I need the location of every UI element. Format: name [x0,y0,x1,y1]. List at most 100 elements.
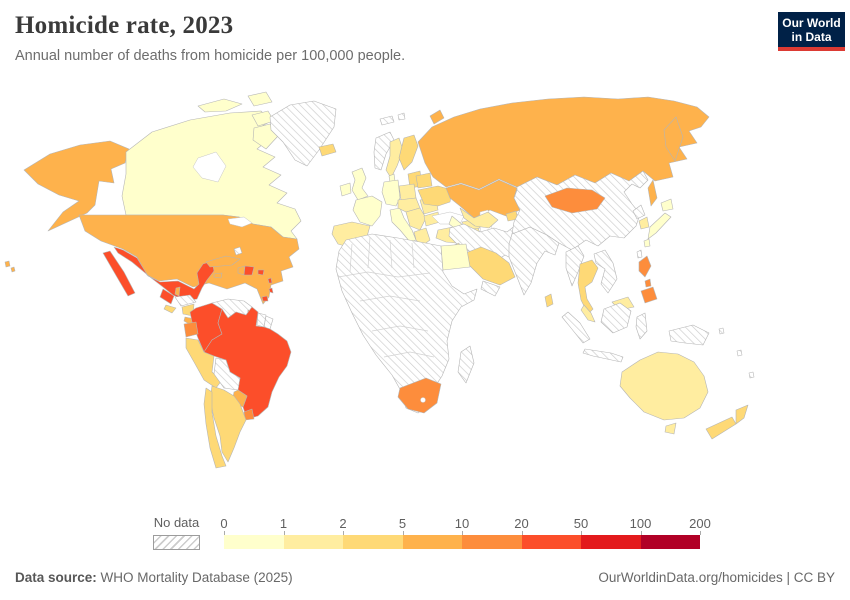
country-tasmania[interactable] [664,422,677,435]
country-guatemala[interactable] [159,288,175,305]
country-myanmar[interactable] [565,245,585,287]
country-baja[interactable] [102,250,136,297]
country-brazil[interactable] [203,306,292,420]
legend-tick-label-1: 1 [279,516,288,531]
country-french-guiana[interactable] [263,315,274,330]
country-argentina[interactable] [209,385,247,463]
legend-tick-mark [224,531,225,535]
country-lesser-antilles[interactable] [261,277,274,302]
country-puerto-rico[interactable] [257,269,265,276]
country-uzbekistan[interactable] [459,207,499,229]
country-south-africa[interactable] [397,377,442,414]
country-mongolia[interactable] [544,187,606,214]
country-lesotho[interactable] [420,397,426,403]
hudson-bay [192,151,227,183]
legend-bin-100-200[interactable] [640,535,700,549]
country-yemen[interactable] [480,280,501,297]
country-jamaica[interactable] [213,272,223,279]
country-france[interactable] [352,195,383,227]
country-pacific-islands[interactable] [718,327,755,379]
no-data-swatch[interactable] [153,535,200,550]
legend-tick-label-50: 50 [573,516,589,531]
africa [335,233,478,414]
country-sakhalin[interactable] [647,179,658,207]
country-philippines[interactable] [638,255,658,304]
country-poland[interactable] [398,183,417,201]
country-arctic-island-1[interactable] [197,98,243,113]
country-south-korea[interactable] [638,216,650,230]
legend-tick-label-100: 100 [629,516,652,531]
legend-tick-label-200: 200 [689,516,711,531]
country-balkans[interactable] [405,207,427,231]
legend-bin-0-1[interactable] [224,535,284,549]
country-el-salvador[interactable] [163,304,177,314]
country-madagascar[interactable] [457,345,475,384]
country-north-korea[interactable] [632,204,646,220]
country-belize[interactable] [174,286,181,297]
no-data-label: No data [153,515,200,530]
country-cuba[interactable] [205,255,241,268]
owid-logo-line2: in Data [791,30,832,44]
country-honduras[interactable] [174,294,197,307]
country-egypt[interactable] [440,243,471,271]
country-bahamas[interactable] [233,246,243,256]
legend-tick-label-20: 20 [514,516,529,531]
country-alaska[interactable] [23,140,130,232]
chart-footer: Data source: WHO Mortality Database (202… [15,570,835,585]
great-lakes [227,216,253,228]
country-hawaii[interactable] [4,260,16,273]
legend-tick-mark [581,531,582,535]
country-norway[interactable] [373,131,395,171]
north-america [4,91,406,332]
country-thailand[interactable] [577,259,599,315]
legend-bin-5-10[interactable] [402,535,462,549]
country-indonesia[interactable] [561,302,648,363]
country-chile[interactable] [203,387,227,469]
country-novaya-zemlya[interactable] [429,109,445,125]
legend-bin-20-50[interactable] [521,535,581,549]
owid-logo[interactable]: Our World in Data [778,12,845,51]
legend-tick-label-2: 2 [339,516,347,531]
country-taiwan[interactable] [636,249,643,259]
country-ireland[interactable] [339,182,352,197]
legend-bin-1-2[interactable] [283,535,343,549]
legend-colorbar [224,535,700,549]
country-kamchatka[interactable] [663,116,684,162]
country-svalbard[interactable] [379,112,406,126]
country-sweden[interactable] [385,137,404,179]
country-indochina[interactable] [593,249,618,294]
country-belarus[interactable] [415,172,433,189]
country-japan[interactable] [643,198,674,248]
asia [417,96,755,379]
country-sri-lanka[interactable] [544,293,554,308]
map-legend: No data 0 1 2 5 10 20 50 100 200 [0,514,850,554]
legend-tick-label-5: 5 [398,516,407,531]
country-bolivia[interactable] [213,357,241,391]
owid-logo-accent-bar [778,47,845,51]
data-source-text: WHO Mortality Database (2025) [96,570,293,585]
country-arctic-island-2[interactable] [247,91,273,107]
legend-bin-10-20[interactable] [462,535,522,549]
country-dominican-republic[interactable] [243,265,255,276]
country-germany[interactable] [381,179,401,207]
country-ukraine[interactable] [417,185,453,207]
oceania [619,351,749,440]
country-finland[interactable] [398,134,419,171]
legend-tick-mark [402,531,404,535]
country-saudi-arabia[interactable] [462,246,516,286]
country-new-zealand[interactable] [705,404,749,440]
legend-bin-2-5[interactable] [343,535,403,549]
legend-tick-mark [521,531,523,535]
country-russia[interactable] [417,96,710,190]
country-uk[interactable] [351,167,369,201]
country-australia[interactable] [619,351,709,421]
country-greenland[interactable] [269,100,337,167]
owid-logo-line1: Our World [782,16,841,30]
country-ecuador[interactable] [183,321,199,338]
legend-bin-50-100[interactable] [581,535,641,549]
footer-link[interactable]: OurWorldinData.org/homicides | CC BY [598,570,835,585]
country-new-guinea[interactable] [668,324,710,346]
south-america [183,298,292,469]
country-iceland[interactable] [318,143,337,157]
